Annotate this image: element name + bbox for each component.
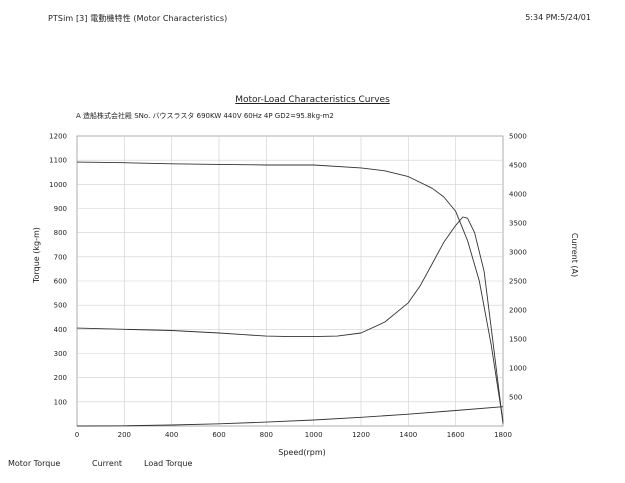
x-axis-label: Speed(rpm) bbox=[278, 448, 325, 457]
y-left-tick-label: 900 bbox=[54, 205, 67, 213]
y-left-tick-label: 1000 bbox=[49, 181, 67, 189]
y-right-tick-label: 500 bbox=[509, 394, 522, 402]
y-left-tick-label: 100 bbox=[54, 398, 67, 406]
y-right-tick-label: 1500 bbox=[509, 336, 527, 344]
x-tick-label: 600 bbox=[212, 431, 225, 439]
series-line-motor-torque bbox=[76, 216, 504, 424]
x-tick-label: 0 bbox=[75, 431, 79, 439]
y-left-tick-label: 400 bbox=[54, 326, 67, 334]
chart-title: Motor-Load Characteristics Curves bbox=[235, 95, 390, 105]
y-axis-label-left: Torque (kg-m) bbox=[32, 227, 41, 284]
chart-ticks: 0 200 400 600 800 1000 1200 1400 1600 1800 1200 110… bbox=[49, 133, 527, 440]
legend-motor-torque: Motor Torque bbox=[8, 459, 61, 468]
y-right-tick-label: 4500 bbox=[509, 162, 527, 170]
x-tick-label: 1000 bbox=[305, 431, 323, 439]
y-axis-label-right: Current (A) bbox=[570, 233, 579, 277]
y-left-tick-label: 1100 bbox=[49, 157, 67, 165]
series-line-load-torque bbox=[76, 406, 504, 427]
y-right-tick-label: 1000 bbox=[509, 365, 527, 373]
chart-series bbox=[76, 161, 504, 427]
y-right-tick-label: 4000 bbox=[509, 191, 527, 199]
chart-grid bbox=[76, 135, 504, 427]
header-title: PTSim [3] 電動機特性 (Motor Characteristics) bbox=[48, 14, 228, 23]
header-timestamp: 5:34 PM:5/24/01 bbox=[525, 13, 591, 22]
y-right-tick-label: 2000 bbox=[509, 307, 527, 315]
legend-load-torque: Load Torque bbox=[144, 459, 193, 468]
x-tick-label: 400 bbox=[165, 431, 178, 439]
y-left-tick-label: 500 bbox=[54, 302, 67, 310]
y-right-tick-label: 3000 bbox=[509, 249, 527, 257]
series-line-current bbox=[76, 161, 504, 422]
y-left-tick-label: 300 bbox=[54, 350, 67, 358]
y-left-tick-label: 600 bbox=[54, 278, 67, 286]
x-tick-label: 1800 bbox=[494, 431, 512, 439]
x-tick-label: 200 bbox=[118, 431, 131, 439]
y-left-tick-label: 800 bbox=[54, 229, 67, 237]
y-right-tick-label: 5000 bbox=[509, 133, 527, 141]
legend-current: Current bbox=[92, 459, 123, 468]
y-left-tick-label: 200 bbox=[54, 374, 67, 382]
x-tick-label: 1600 bbox=[447, 431, 465, 439]
chart-subtitle: A 造船株式会社殿 SNo. バウスラスタ 690KW 440V 60Hz 4P… bbox=[76, 112, 334, 120]
y-right-tick-label: 2500 bbox=[509, 278, 527, 286]
y-left-tick-label: 1200 bbox=[49, 133, 67, 141]
y-left-tick-label: 700 bbox=[54, 253, 67, 261]
y-right-tick-label: 3500 bbox=[509, 220, 527, 228]
x-tick-label: 1200 bbox=[352, 431, 370, 439]
x-tick-label: 1400 bbox=[399, 431, 417, 439]
x-tick-label: 800 bbox=[260, 431, 273, 439]
